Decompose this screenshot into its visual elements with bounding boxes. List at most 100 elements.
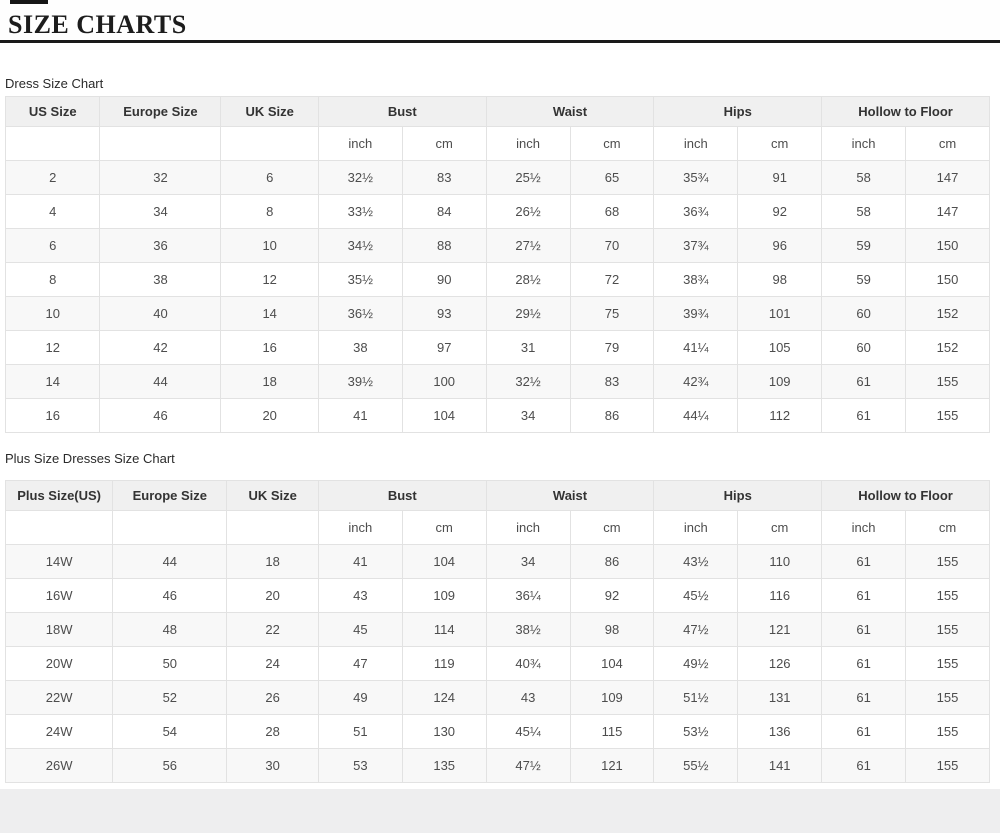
value-cell: 90 [401,262,487,297]
value-cell: 45 [317,612,403,647]
value-cell: 72 [569,262,655,297]
unit-header-bust-cm: cm [401,510,487,545]
value-cell: 25½ [485,160,571,195]
dress-size-table: US Size Europe Size UK Size Bust Waist Hips Ho… [4,96,990,433]
value-cell: 109 [569,680,655,715]
value-cell: 155 [905,612,990,647]
value-cell: 104 [569,646,655,681]
size-cell: 26W [4,748,114,783]
value-cell: 155 [905,398,990,433]
value-cell: 155 [905,646,990,681]
value-cell: 110 [737,544,823,579]
value-cell: 121 [569,748,655,783]
page-header: SIZE CHARTS [0,0,1000,43]
size-cell: 16W [4,578,114,613]
column-header-us-size: US Size [4,96,101,127]
value-cell: 53½ [653,714,739,749]
value-cell: 42¾ [653,364,739,399]
value-cell: 105 [737,330,823,365]
size-cell: 12 [4,330,101,365]
size-cell: 20W [4,646,114,681]
table-row: 12 42 16 38 97 31 79 41¼ 105 60 152 [4,330,990,365]
value-cell: 96 [737,228,823,263]
table-row: 16 46 20 41 104 34 86 44¼ 112 61 155 [4,398,990,433]
value-cell: 104 [401,544,487,579]
value-cell: 136 [737,714,823,749]
column-header-uk-size: UK Size [220,96,319,127]
size-cell: 24W [4,714,114,749]
unit-header-waist-inch: inch [485,510,571,545]
column-header-hollow-to-floor: Hollow to Floor [821,480,990,511]
plus-size-chart-section: Plus Size Dresses Size Chart Plus Size(U… [0,452,1000,783]
unit-header-hollow-to-floor-inch: inch [821,510,907,545]
value-cell: 61 [821,680,907,715]
value-cell: 16 [220,330,319,365]
value-cell: 35¾ [653,160,739,195]
value-cell: 147 [905,194,990,229]
unit-header-hips-inch: inch [653,510,739,545]
size-cell: 14W [4,544,114,579]
value-cell: 68 [569,194,655,229]
unit-header-bust-inch: inch [317,510,403,545]
value-cell: 22 [226,612,319,647]
size-cell: 8 [4,262,101,297]
value-cell: 124 [401,680,487,715]
empty-subheader-cell-uk-size [220,126,319,161]
value-cell: 43 [317,578,403,613]
value-cell: 84 [401,194,487,229]
value-cell: 114 [401,612,487,647]
value-cell: 147 [905,160,990,195]
size-cell: 22W [4,680,114,715]
value-cell: 38¾ [653,262,739,297]
value-cell: 131 [737,680,823,715]
value-cell: 34 [485,398,571,433]
table-row: 4 34 8 33½ 84 26½ 68 36¾ 92 58 147 [4,194,990,229]
value-cell: 61 [821,714,907,749]
value-cell: 61 [821,748,907,783]
column-header-hips: Hips [653,96,823,127]
value-cell: 121 [737,612,823,647]
value-cell: 36½ [317,296,403,331]
value-cell: 92 [569,578,655,613]
value-cell: 41 [317,398,403,433]
value-cell: 35½ [317,262,403,297]
size-cell: 6 [4,228,101,263]
table-row: 26W 56 30 53 135 47½ 121 55½ 141 61 155 [4,748,990,783]
page-title: SIZE CHARTS [8,10,187,39]
value-cell: 28 [226,714,319,749]
value-cell: 83 [569,364,655,399]
value-cell: 86 [569,398,655,433]
value-cell: 109 [737,364,823,399]
value-cell: 45½ [653,578,739,613]
value-cell: 150 [905,228,990,263]
value-cell: 61 [821,544,907,579]
value-cell: 37¾ [653,228,739,263]
table-row: 20W 50 24 47 119 40¾ 104 49½ 126 61 155 [4,646,990,681]
value-cell: 36¼ [485,578,571,613]
value-cell: 43 [485,680,571,715]
value-cell: 6 [220,160,319,195]
column-header-europe-size: Europe Size [99,96,222,127]
value-cell: 43½ [653,544,739,579]
value-cell: 41 [317,544,403,579]
value-cell: 39¾ [653,296,739,331]
value-cell: 155 [905,544,990,579]
value-cell: 61 [821,612,907,647]
value-cell: 14 [220,296,319,331]
empty-subheader-cell-europe-size [112,510,228,545]
value-cell: 39½ [317,364,403,399]
value-cell: 155 [905,680,990,715]
value-cell: 47½ [653,612,739,647]
column-header-bust: Bust [317,96,487,127]
unit-header-hips-cm: cm [737,510,823,545]
table-row: 8 38 12 35½ 90 28½ 72 38¾ 98 59 150 [4,262,990,297]
unit-header-hips-cm: cm [737,126,823,161]
column-header-hollow-to-floor: Hollow to Floor [821,96,990,127]
value-cell: 30 [226,748,319,783]
value-cell: 54 [112,714,228,749]
plus-size-table: Plus Size(US) Europe Size UK Size Bust Waist… [4,480,990,783]
value-cell: 46 [112,578,228,613]
value-cell: 91 [737,160,823,195]
value-cell: 126 [737,646,823,681]
top-left-mark [10,0,48,4]
